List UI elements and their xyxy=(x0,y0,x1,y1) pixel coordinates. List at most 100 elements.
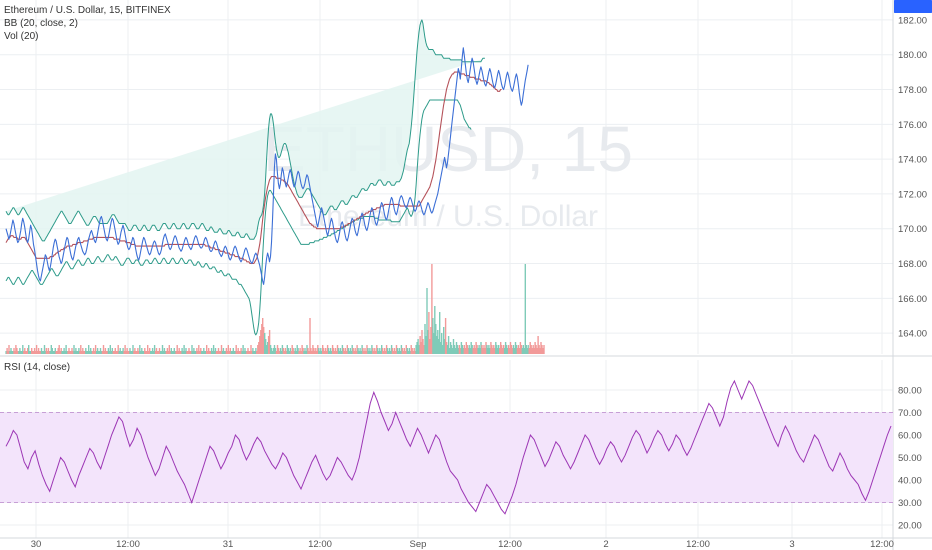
volume-bar xyxy=(251,351,253,354)
volume-bar xyxy=(367,348,369,354)
volume-bar xyxy=(42,351,45,354)
volume-bar xyxy=(206,345,208,354)
volume-bar xyxy=(100,351,103,354)
volume-bar xyxy=(268,330,271,354)
volume-bar xyxy=(317,345,319,354)
volume-bar xyxy=(284,348,287,354)
volume-bar xyxy=(299,348,301,354)
volume-bar xyxy=(316,351,318,354)
volume-bar xyxy=(415,345,417,354)
volume-bar xyxy=(101,351,104,354)
volume-bar xyxy=(533,348,535,354)
volume-bar xyxy=(53,351,55,354)
volume-bar xyxy=(39,351,42,354)
legend: Ethereum / U.S. Dollar, 15, BITFINEX BB … xyxy=(4,4,171,43)
volume-bar xyxy=(399,351,402,354)
volume-bar xyxy=(23,351,25,354)
volume-bar xyxy=(111,348,113,354)
volume-bar xyxy=(77,351,79,354)
volume-bar xyxy=(66,351,68,354)
volume-bar xyxy=(418,345,420,354)
volume-bar xyxy=(475,342,477,354)
volume-bar xyxy=(495,342,497,354)
volume-bar xyxy=(218,351,221,354)
volume-bar xyxy=(127,351,129,354)
volume-bar xyxy=(241,351,243,354)
bb-upper-line xyxy=(5,19,485,242)
volume-bar xyxy=(405,345,407,354)
time-tick-label: 3 xyxy=(789,539,794,550)
time-tick-label: 12:00 xyxy=(308,539,332,550)
volume-bar xyxy=(207,351,209,354)
volume-bar xyxy=(393,348,396,354)
symbol-title: Ethereum / U.S. Dollar, 15, BITFINEX xyxy=(4,5,171,16)
volume-bar xyxy=(319,351,321,354)
volume-bar xyxy=(126,348,128,354)
watermark-name: Ethereum / U.S. Dollar xyxy=(298,200,598,233)
volume-bar xyxy=(20,351,22,354)
volume-bar xyxy=(412,351,414,354)
volume-bar xyxy=(397,351,400,354)
volume-bar xyxy=(469,348,471,354)
time-tick-label: 12:00 xyxy=(498,539,522,550)
volume-bar xyxy=(442,345,444,354)
volume-bar xyxy=(254,351,256,354)
volume-bar xyxy=(492,348,494,354)
volume-bar xyxy=(426,288,428,354)
volume-bar xyxy=(480,342,482,354)
volume-bar xyxy=(272,348,275,354)
volume-bar xyxy=(467,348,469,354)
rsi-band-fill xyxy=(0,412,893,503)
volume-bar xyxy=(494,348,496,354)
volume-bar xyxy=(214,348,217,354)
volume-bar xyxy=(72,351,74,354)
volume-bar xyxy=(325,348,327,354)
volume-bar xyxy=(524,264,526,354)
volume-bar xyxy=(297,348,299,354)
volume-bar xyxy=(231,351,233,354)
volume-bar xyxy=(192,351,194,354)
volume-bar xyxy=(262,318,264,354)
indicator-bb-label: BB (20, close, 2) xyxy=(4,18,78,29)
volume-bar xyxy=(454,348,457,354)
price-badges: 179.4209:02 xyxy=(894,0,932,13)
volume-bar xyxy=(309,318,311,354)
volume-bar xyxy=(387,351,390,354)
volume-bar xyxy=(508,348,511,354)
volume-bar xyxy=(116,351,118,354)
volume-bar xyxy=(383,351,385,354)
volume-bar xyxy=(433,333,435,354)
volume-bar xyxy=(504,342,507,354)
volume-bar xyxy=(52,351,54,354)
rsi-tick-label: 40.00 xyxy=(898,476,922,487)
volume-bar xyxy=(338,351,341,354)
volume-bar xyxy=(88,345,90,354)
volume-bar xyxy=(89,351,91,354)
volume-bar xyxy=(270,348,273,354)
volume-bar xyxy=(221,351,224,354)
volume-bar xyxy=(398,348,401,354)
price-tick-label: 178.00 xyxy=(898,85,927,96)
volume-bar xyxy=(529,342,531,354)
volume-bar xyxy=(461,345,464,354)
volume-bar xyxy=(180,351,182,354)
price-line xyxy=(5,47,529,285)
volume-bar xyxy=(243,351,245,354)
volume-bar xyxy=(147,345,149,354)
volume-bar xyxy=(470,342,472,354)
volume-bar xyxy=(286,345,288,354)
time-tick-label: 31 xyxy=(223,539,234,550)
volume-bar xyxy=(468,345,470,354)
volume-bar xyxy=(476,345,478,354)
volume-bar xyxy=(519,342,522,354)
volume-bar xyxy=(447,336,450,354)
volume-bar xyxy=(456,345,459,354)
volume-bar xyxy=(26,351,28,354)
volume-bar xyxy=(310,348,312,354)
volume-bar xyxy=(64,351,66,354)
volume-bar xyxy=(532,345,534,354)
volume-bar xyxy=(244,348,246,354)
volume-bar xyxy=(19,348,21,354)
volume-bar xyxy=(463,345,465,354)
